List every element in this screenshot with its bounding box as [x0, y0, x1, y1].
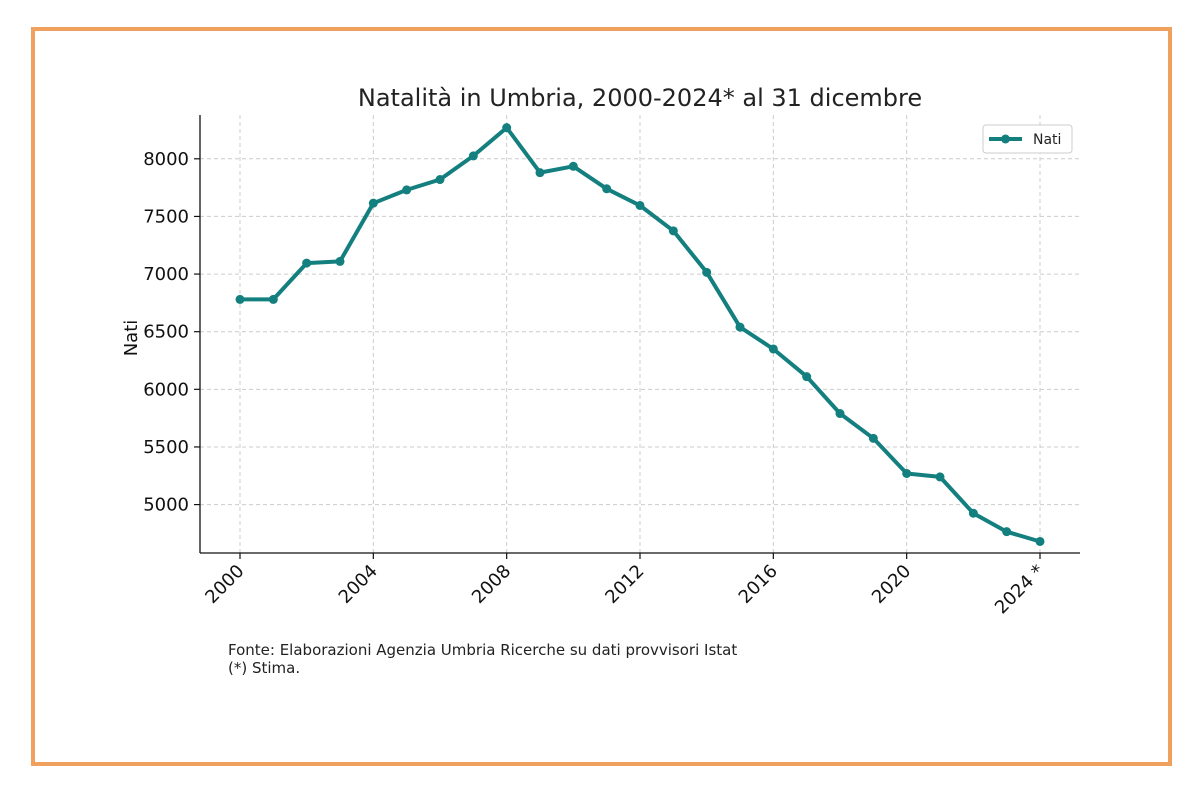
data-point [568, 161, 578, 171]
data-point [502, 123, 512, 133]
x-tick-label: 2016 [735, 561, 782, 608]
y-tick-label: 7000 [143, 264, 189, 285]
data-point [468, 151, 478, 161]
data-point [302, 258, 312, 268]
y-tick-label: 6500 [143, 322, 189, 343]
series-layer [235, 123, 1045, 546]
legend-box [982, 124, 1073, 154]
y-tick-label: 6000 [143, 379, 189, 400]
data-point [802, 372, 812, 382]
data-point [702, 267, 712, 277]
x-tick-label: 2000 [201, 561, 248, 608]
data-point [402, 185, 412, 195]
data-point [635, 200, 645, 210]
data-point [968, 508, 978, 518]
source-line-1: Fonte: Elaborazioni Agenzia Umbria Ricer… [228, 641, 737, 659]
data-point [602, 184, 612, 194]
data-point [668, 226, 678, 236]
legend: Nati [982, 124, 1073, 154]
y-tick-label: 5500 [143, 437, 189, 458]
data-point [902, 468, 912, 478]
y-ticks: 5000 5500 6000 6500 7000 7500 8000 [143, 149, 200, 516]
data-point [1035, 536, 1045, 546]
y-tick-label: 8000 [143, 149, 189, 170]
x-tick-label: 2020 [868, 561, 915, 608]
data-point [835, 409, 845, 419]
data-point [235, 294, 245, 304]
x-ticks: 2000 2004 2008 2012 2016 2020 2024 * [201, 553, 1049, 619]
data-point [868, 433, 878, 443]
chart-frame [31, 27, 1172, 766]
data-point [435, 175, 445, 185]
y-tick-label: 7500 [143, 206, 189, 227]
data-point [268, 294, 278, 304]
data-point [768, 344, 778, 354]
legend-marker [1001, 134, 1010, 144]
chart-title: Natalità in Umbria, 2000-2024* al 31 dic… [358, 84, 922, 112]
legend-label: Nati [1033, 132, 1061, 148]
x-tick-label: 2024 * [991, 561, 1049, 619]
y-tick-label: 5000 [143, 495, 189, 516]
x-tick-label: 2004 [335, 561, 382, 608]
x-tick-label: 2008 [468, 561, 515, 608]
data-point [935, 472, 945, 482]
y-axis-label: Nati [121, 320, 142, 357]
data-point [368, 198, 378, 208]
data-point [335, 256, 345, 266]
data-point [735, 322, 745, 332]
grid [200, 115, 1080, 553]
x-tick-label: 2012 [601, 561, 648, 608]
data-point [1002, 527, 1012, 537]
source-line-2: (*) Stima. [228, 659, 300, 677]
data-point [535, 168, 545, 178]
